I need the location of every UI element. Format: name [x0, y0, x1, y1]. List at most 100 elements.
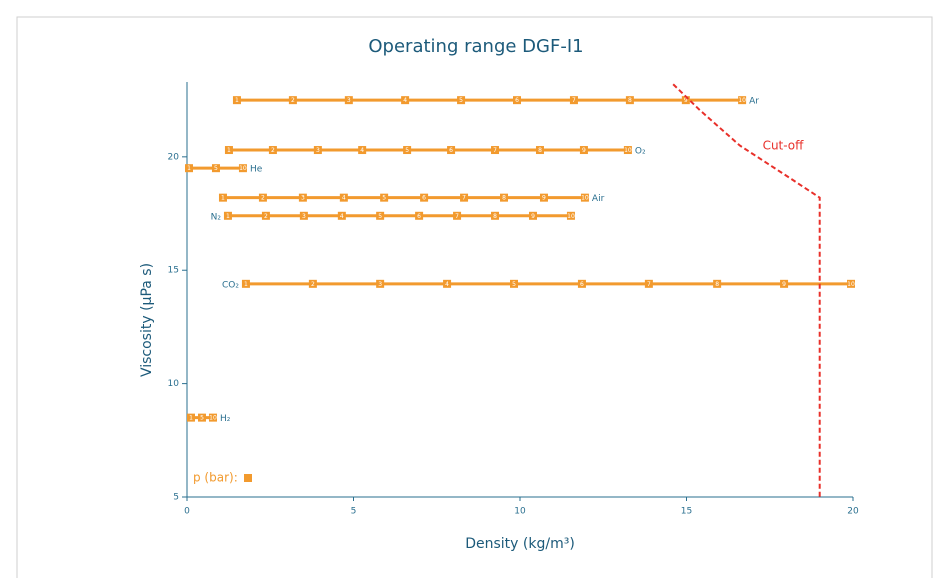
x-tick-label: 5 — [351, 507, 357, 517]
point-label: 6 — [422, 195, 426, 202]
point-label: 5 — [214, 165, 218, 172]
point-label: 7 — [647, 281, 651, 288]
point-marker — [566, 211, 575, 220]
point-label: 9 — [684, 97, 688, 104]
series-name: CO₂ — [222, 280, 239, 290]
point-label: 8 — [715, 281, 719, 288]
point-marker — [313, 146, 322, 155]
point-marker — [186, 413, 195, 422]
point-marker — [579, 146, 588, 155]
point-label: 5 — [405, 147, 409, 154]
point-marker — [420, 193, 429, 202]
point-label: 3 — [302, 213, 306, 220]
point-label: 9 — [531, 213, 535, 220]
point-label: 1 — [221, 195, 225, 202]
point-marker — [780, 279, 789, 288]
point-label: 7 — [455, 213, 459, 220]
point-label: 1 — [244, 281, 248, 288]
legend-marker — [244, 474, 252, 482]
point-marker — [184, 164, 193, 173]
point-marker — [238, 164, 247, 173]
point-label: 6 — [417, 213, 421, 220]
point-label: 3 — [347, 97, 351, 104]
series-name: N₂ — [211, 212, 222, 222]
point-label: 7 — [572, 97, 576, 104]
frame — [16, 16, 933, 578]
point-marker — [491, 146, 500, 155]
point-marker — [500, 193, 509, 202]
series-name: Ar — [749, 97, 759, 107]
point-marker — [403, 146, 412, 155]
y-axis-label: Viscosity (µPa s) — [139, 263, 155, 377]
point-marker — [223, 211, 232, 220]
point-label: 10 — [738, 97, 746, 104]
point-label: 6 — [449, 147, 453, 154]
cutoff-line — [672, 83, 821, 497]
point-marker — [681, 96, 690, 105]
series-name: Air — [592, 194, 605, 204]
point-marker — [308, 279, 317, 288]
point-marker — [232, 96, 241, 105]
point-marker — [577, 279, 586, 288]
point-marker — [539, 193, 548, 202]
point-marker — [443, 279, 452, 288]
point-label: 5 — [382, 195, 386, 202]
point-label: 5 — [459, 97, 463, 104]
point-label: 7 — [493, 147, 497, 154]
point-label: 10 — [847, 281, 855, 288]
point-label: 9 — [582, 147, 586, 154]
point-label: 3 — [316, 147, 320, 154]
point-label: 1 — [189, 415, 193, 422]
point-marker — [337, 211, 346, 220]
point-label: 2 — [264, 213, 268, 220]
point-label: 6 — [515, 97, 519, 104]
series-name: He — [250, 165, 263, 175]
point-label: 9 — [782, 281, 786, 288]
point-marker — [241, 279, 250, 288]
point-marker — [211, 164, 220, 173]
x-tick-label: 15 — [681, 507, 692, 517]
point-marker — [268, 146, 277, 155]
point-label: 10 — [239, 165, 247, 172]
point-label: 8 — [502, 195, 506, 202]
point-label: 2 — [311, 281, 315, 288]
point-marker — [380, 193, 389, 202]
point-marker — [528, 211, 537, 220]
point-marker — [491, 211, 500, 220]
y-tick-label: 5 — [173, 493, 179, 503]
point-label: 4 — [445, 281, 449, 288]
point-label: 4 — [340, 213, 344, 220]
point-label: 1 — [187, 165, 191, 172]
x-tick-label: 20 — [847, 507, 859, 517]
point-marker — [623, 146, 632, 155]
point-label: 7 — [462, 195, 466, 202]
point-label: 5 — [378, 213, 382, 220]
point-label: 8 — [538, 147, 542, 154]
point-marker — [299, 211, 308, 220]
x-tick-label: 0 — [184, 507, 190, 517]
series-name: H₂ — [220, 414, 231, 424]
point-label: 1 — [226, 213, 230, 220]
point-label: 10 — [567, 213, 575, 220]
point-label: 3 — [378, 281, 382, 288]
point-marker — [339, 193, 348, 202]
point-marker — [208, 413, 217, 422]
point-marker — [738, 96, 747, 105]
x-axis-label: Density (kg/m³) — [465, 536, 575, 552]
y-tick-label: 20 — [168, 152, 180, 162]
cutoff-label: Cut-off — [763, 139, 805, 153]
point-marker — [218, 193, 227, 202]
point-label: 9 — [542, 195, 546, 202]
point-label: 4 — [403, 97, 407, 104]
y-tick-label: 15 — [168, 266, 179, 276]
point-marker — [457, 96, 466, 105]
point-marker — [513, 96, 522, 105]
point-label: 5 — [512, 281, 516, 288]
point-marker — [261, 211, 270, 220]
point-marker — [447, 146, 456, 155]
point-label: 8 — [493, 213, 497, 220]
point-label: 4 — [342, 195, 346, 202]
point-label: 8 — [628, 97, 632, 104]
chart-title: Operating range DGF-I1 — [368, 36, 583, 57]
